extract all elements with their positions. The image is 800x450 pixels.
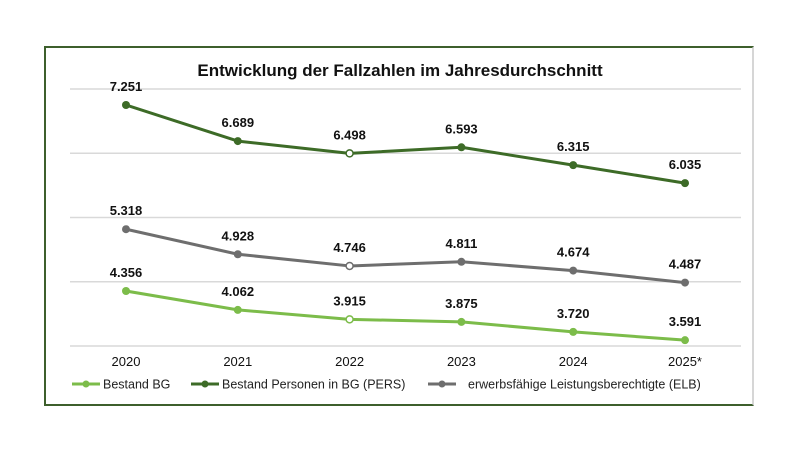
gridlines [70,88,741,347]
data-point-elb-2024 [569,266,578,275]
series-elb [122,225,689,287]
series-line-bestand-bg [124,289,687,342]
series-line-bestand-pers [124,103,687,185]
x-tick-2021: 2021 [223,354,252,369]
data-label-bestand-bg-2024: 3.720 [557,306,590,321]
legend-item-bestand-bg: Bestand BG [72,378,170,392]
data-point-bestand-pers-2024 [569,161,578,170]
legend-swatch-marker [201,380,209,388]
data-label-bestand-pers-2024: 6.315 [557,139,590,154]
data-point-elb-2020 [122,225,130,234]
data-label-elb-2023: 4.811 [445,236,477,251]
data-point-bestand-pers-2025* [681,179,689,188]
x-tick-2025*: 2025* [668,354,702,369]
data-label-bestand-bg-2023: 3.875 [445,296,478,311]
data-label-elb-2020: 5.318 [110,203,143,218]
data-label-bestand-pers-2025*: 6.035 [669,157,702,172]
data-point-elb-2021 [233,250,242,259]
legend-swatch-marker [438,380,446,388]
data-point-elb-2025* [681,278,689,287]
data-point-bestand-bg-2024 [569,327,578,336]
legend: Bestand BG Bestand Personen in BG (PERS) e… [72,378,701,392]
legend-item-elb: erwerbsfähige Leistungsberechtigte (ELB) [428,378,701,392]
chart-title: Entwicklung der Fallzahlen im Jahresdurc… [197,61,603,80]
data-point-elb-2022 [345,261,354,271]
data-point-bestand-bg-2022 [345,315,354,324]
data-label-bestand-pers-2021: 6.689 [222,115,255,130]
data-point-bestand-pers-2020 [122,100,130,109]
series-group [122,100,689,345]
x-tick-2022: 2022 [335,354,364,369]
legend-item-bestand-pers: Bestand Personen in BG (PERS) [191,378,405,392]
series-bestand-pers [122,100,689,188]
legend-label: erwerbsfähige Leistungsberechtigte (ELB) [468,378,701,392]
data-point-bestand-pers-2021 [233,137,242,146]
data-point-bestand-bg-2021 [233,305,242,314]
data-point-elb-2023 [457,257,466,266]
series-bestand-bg [122,287,689,345]
legend-label: Bestand BG [103,378,170,392]
data-label-bestand-bg-2020: 4.356 [110,265,143,280]
data-label-bestand-bg-2025*: 3.591 [669,314,702,329]
series-line-elb [124,227,687,285]
data-label-bestand-pers-2023: 6.593 [445,121,478,136]
data-label-bestand-bg-2022: 3.915 [333,293,366,308]
data-point-bestand-bg-2023 [457,317,466,326]
data-label-elb-2021: 4.928 [222,228,255,243]
data-label-elb-2022: 4.746 [333,240,366,255]
x-tick-2020: 2020 [112,354,141,369]
x-axis-ticks: 2020 2021 2022 2023 2024 2025* [112,354,702,369]
legend-swatch-marker [82,380,90,388]
data-label-elb-2024: 4.674 [557,245,590,260]
data-point-bestand-bg-2020 [122,287,130,296]
data-labels: 4.356 4.062 3.915 3.875 3.720 3.591 7.251 6.689… [110,79,702,329]
data-point-bestand-pers-2022 [345,149,354,158]
data-label-bestand-pers-2022: 6.498 [333,127,366,142]
legend-label: Bestand Personen in BG (PERS) [222,378,405,392]
data-label-elb-2025*: 4.487 [669,257,702,272]
data-point-bestand-pers-2023 [457,143,466,152]
data-label-bestand-pers-2020: 7.251 [110,79,143,94]
data-point-bestand-bg-2025* [681,336,689,345]
x-tick-2023: 2023 [447,354,476,369]
data-label-bestand-bg-2021: 4.062 [222,284,255,299]
x-tick-2024: 2024 [559,354,588,369]
